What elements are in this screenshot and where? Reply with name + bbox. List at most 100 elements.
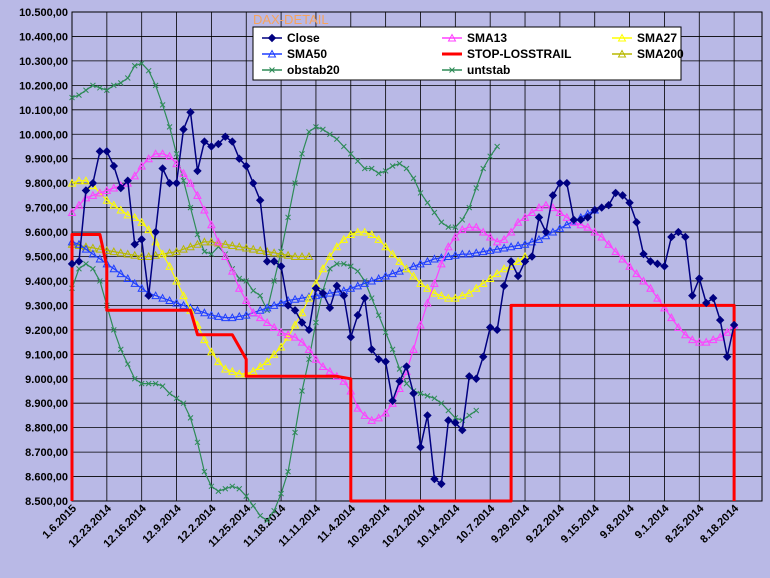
- data-point: [451, 418, 460, 427]
- data-point: [327, 265, 333, 272]
- data-point: [715, 332, 725, 341]
- data-point: [299, 150, 305, 157]
- data-point: [193, 239, 202, 248]
- data-point: [695, 274, 704, 283]
- y-tick-label: 9.800,00: [25, 178, 68, 190]
- data-point: [444, 293, 453, 302]
- data-point: [304, 344, 314, 353]
- data-point: [130, 240, 139, 249]
- data-point: [381, 242, 390, 251]
- data-point: [409, 389, 418, 398]
- data-point: [457, 291, 467, 300]
- data-point: [576, 215, 585, 225]
- legend-label: untstab: [467, 63, 510, 77]
- data-point: [416, 259, 425, 268]
- data-point: [283, 301, 293, 310]
- data-point: [214, 238, 223, 247]
- data-point: [234, 369, 244, 378]
- data-point: [450, 250, 460, 259]
- data-point: [201, 248, 208, 255]
- series-line-sma50: [71, 209, 595, 319]
- data-point: [290, 332, 300, 341]
- data-point: [304, 293, 314, 302]
- data-point: [222, 485, 229, 492]
- data-point: [250, 503, 257, 509]
- data-point: [499, 281, 509, 291]
- data-point: [179, 291, 188, 300]
- data-point: [74, 176, 84, 185]
- data-point: [180, 177, 187, 184]
- data-point: [220, 313, 230, 322]
- data-point: [617, 33, 627, 42]
- data-point: [688, 291, 697, 300]
- data-point: [395, 266, 404, 275]
- data-point: [340, 143, 347, 150]
- data-point: [332, 281, 342, 291]
- data-point: [722, 327, 732, 336]
- data-point: [464, 249, 474, 258]
- data-point: [88, 190, 98, 199]
- data-point: [653, 259, 662, 269]
- data-point: [248, 244, 258, 253]
- y-tick-label: 9.300,00: [25, 300, 68, 312]
- legend-item-sma27: SMA27: [612, 31, 677, 45]
- data-point: [200, 137, 209, 146]
- data-point: [276, 249, 286, 258]
- data-point: [430, 288, 439, 297]
- data-point: [702, 298, 711, 308]
- data-point: [313, 124, 319, 130]
- data-point: [193, 190, 202, 199]
- data-point: [464, 222, 474, 231]
- data-point: [396, 366, 403, 372]
- data-point: [431, 209, 438, 216]
- series-close: [67, 108, 739, 489]
- data-point: [193, 166, 202, 176]
- data-point: [375, 312, 382, 319]
- data-point: [131, 62, 138, 69]
- data-point: [395, 256, 404, 265]
- data-point: [520, 212, 530, 221]
- data-point: [220, 239, 230, 248]
- legend-label: SMA27: [637, 31, 677, 45]
- data-point: [653, 293, 662, 302]
- data-point: [465, 372, 474, 381]
- series-stop-losstrail: [70, 233, 736, 503]
- data-point: [555, 207, 565, 216]
- data-point: [311, 354, 321, 363]
- data-point: [367, 345, 376, 354]
- data-point: [173, 150, 180, 157]
- data-point: [173, 395, 180, 402]
- data-point: [110, 326, 117, 333]
- data-point: [492, 244, 502, 253]
- data-point: [480, 165, 487, 172]
- data-point: [492, 325, 502, 335]
- data-point: [208, 483, 215, 490]
- data-point: [130, 212, 140, 221]
- data-point: [632, 218, 641, 227]
- data-point: [639, 249, 648, 259]
- legend-label: obstab20: [287, 63, 340, 77]
- data-point: [166, 390, 173, 397]
- data-point: [485, 245, 495, 254]
- data-point: [179, 300, 188, 309]
- data-point: [81, 186, 91, 195]
- data-point: [248, 308, 258, 317]
- data-point: [715, 315, 725, 325]
- data-point: [200, 308, 209, 317]
- data-point: [382, 329, 389, 336]
- data-point: [452, 224, 459, 231]
- y-tick-label: 9.400,00: [25, 276, 68, 288]
- data-point: [513, 240, 523, 249]
- data-point: [347, 263, 354, 270]
- data-point: [424, 199, 431, 206]
- data-point: [116, 183, 125, 193]
- data-point: [144, 225, 154, 234]
- legend-label: STOP-LOSSTRAIL: [467, 47, 571, 61]
- data-point: [583, 213, 592, 222]
- data-point: [325, 366, 335, 375]
- data-point: [145, 380, 152, 387]
- data-point: [360, 293, 369, 303]
- data-point: [269, 322, 279, 331]
- data-point: [625, 261, 634, 270]
- legend-item-sma200: SMA200: [612, 47, 684, 61]
